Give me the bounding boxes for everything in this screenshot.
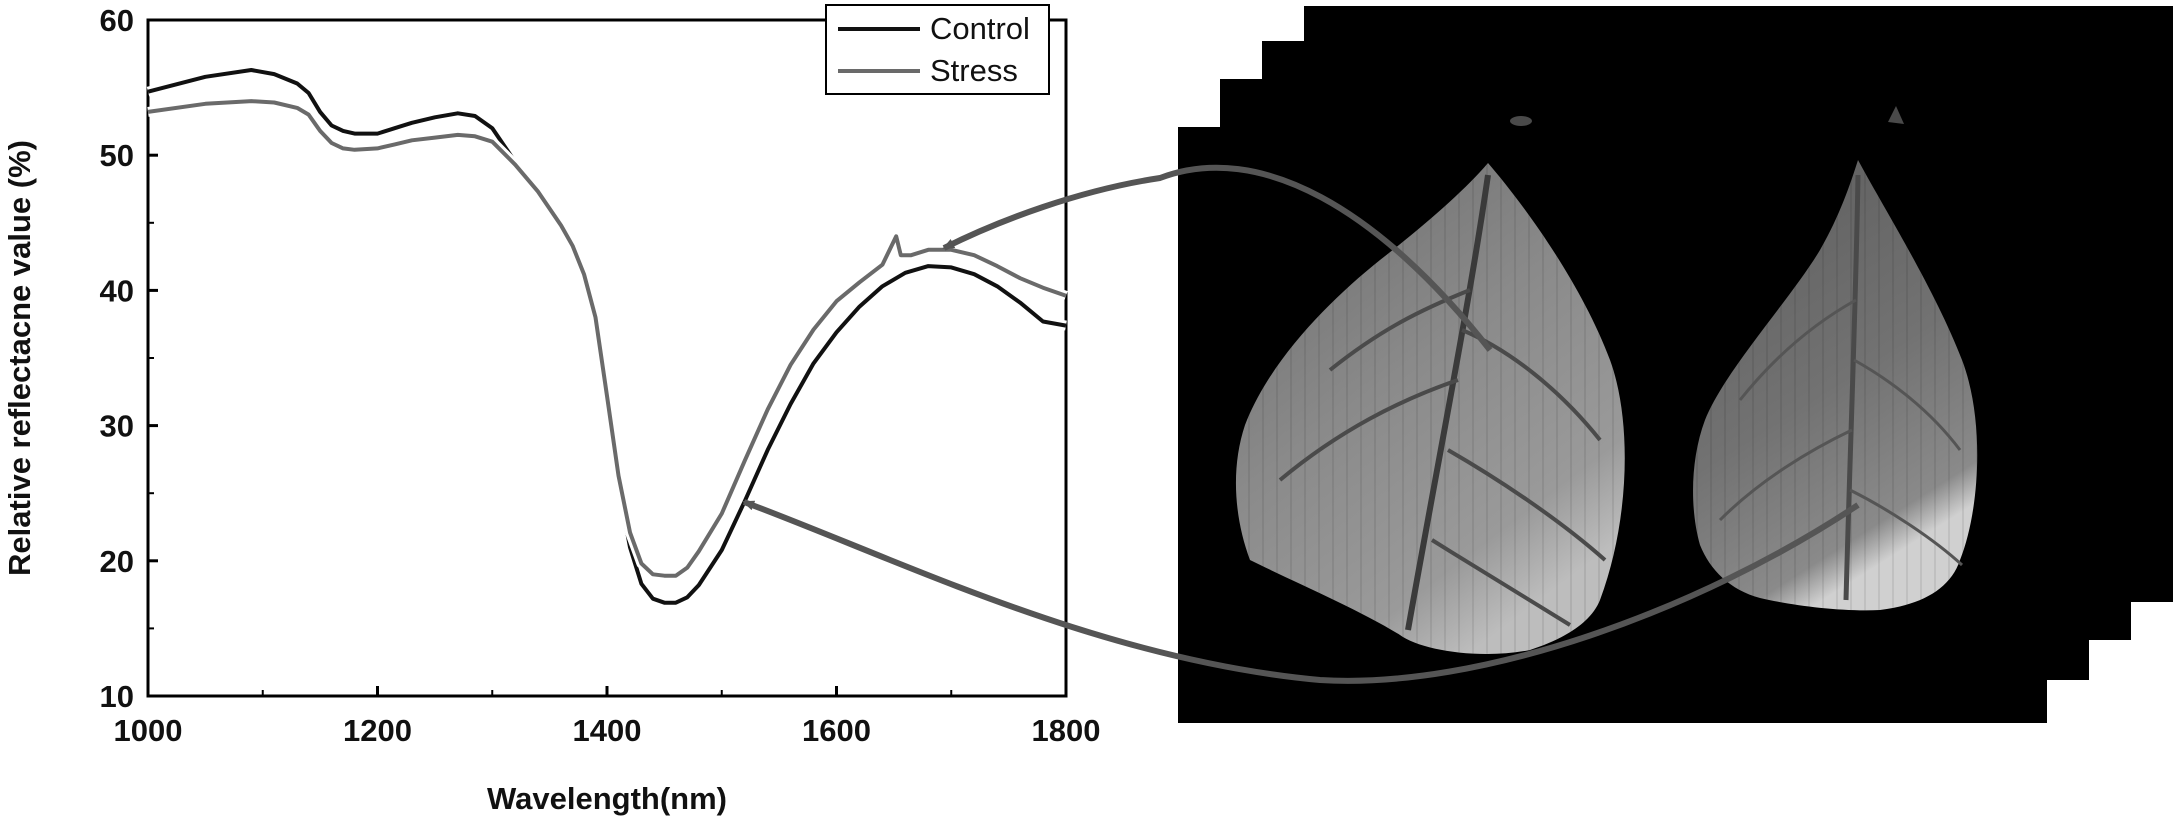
leaf-stress-vein-1 — [1738, 298, 1857, 401]
stem-mark-right — [1888, 106, 1904, 124]
series-outline-stress — [147, 96, 1068, 581]
leaf-stress-vein-3 — [1718, 428, 1853, 522]
leaf-stress — [1693, 160, 1978, 611]
x-tick-label: 1800 — [1032, 713, 1101, 748]
series-lines — [146, 65, 1068, 608]
x-ticks: 1000 1200 1400 1600 1800 — [114, 686, 1101, 748]
y-ticks: 10 20 30 40 50 60 — [100, 3, 158, 714]
plot-frame — [146, 18, 1068, 698]
y-axis-title: Relative reflectacne value (%) — [2, 140, 37, 576]
legend: Control Stress — [825, 4, 1050, 95]
legend-label-stress: Stress — [930, 53, 1018, 88]
x-tick-label: 1200 — [343, 713, 412, 748]
leaf-stress-texture — [1693, 160, 1978, 611]
legend-box — [825, 4, 1050, 95]
x-tick-label: 1600 — [802, 713, 871, 748]
legend-label-control: Control — [930, 11, 1030, 46]
leaf-control-texture — [1235, 163, 1625, 655]
hyperspectral-image-cube — [1178, 6, 2173, 723]
series-line-stress — [147, 99, 1067, 578]
x-tick-label: 1000 — [114, 713, 183, 748]
stem-mark-left — [1510, 116, 1532, 126]
y-tick-label: 30 — [100, 409, 134, 444]
y-tick-label: 20 — [100, 544, 134, 579]
x-tick-label: 1400 — [573, 713, 642, 748]
leaf-control-vein-4 — [1447, 448, 1607, 562]
series-outline-control — [146, 65, 1067, 608]
y-tick-label: 10 — [100, 679, 134, 714]
arrows — [742, 164, 1860, 684]
y-tick-label: 50 — [100, 138, 134, 173]
leaf-control-vein-2 — [1278, 378, 1459, 482]
x-axis-title: Wavelength(nm) — [487, 781, 727, 816]
arrow-stress — [942, 164, 1493, 352]
series-line-control — [147, 68, 1067, 605]
arrow-control — [742, 499, 1860, 684]
leaf-stress-vein-4 — [1849, 488, 1964, 567]
leaf-control-vein-5 — [1430, 538, 1572, 627]
leaf-control-vein-1 — [1328, 288, 1471, 372]
reflectance-chart: 1000 1200 1400 1600 1800 10 20 30 40 50 60 Wavele… — [2, 3, 1100, 816]
leaf-control — [1235, 163, 1625, 655]
y-tick-label: 40 — [100, 273, 134, 308]
y-tick-label: 60 — [100, 3, 134, 38]
leaf-stress-midrib — [1843, 174, 1861, 601]
leaf-stress-vein-2 — [1853, 358, 1962, 451]
